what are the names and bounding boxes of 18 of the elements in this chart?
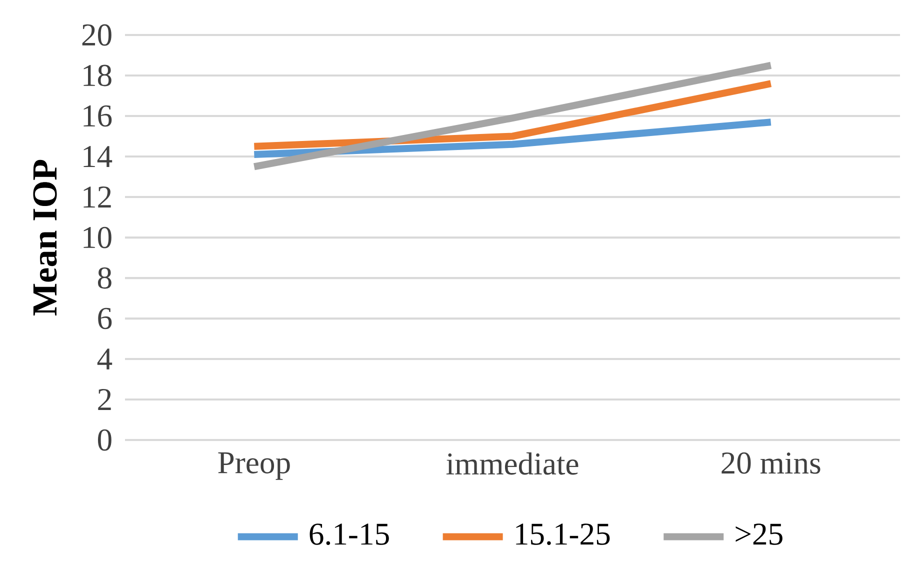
legend-label: 6.1-15 xyxy=(310,524,389,546)
legend-label: >25 xyxy=(736,524,782,545)
x-tick-label: 20 mins xyxy=(722,452,820,474)
y-axis-title: Mean IOP xyxy=(33,160,57,316)
x-tick-label: immediate xyxy=(446,452,578,475)
y-tick-label: 18 xyxy=(84,64,112,86)
y-tick-label: 2 xyxy=(98,389,111,410)
y-tick-label: 20 xyxy=(82,24,112,46)
x-tick-label: Preop xyxy=(218,452,290,480)
y-tick-label: 16 xyxy=(84,105,112,127)
y-tick-label: 8 xyxy=(98,267,112,289)
legend-label: 15.1-25 xyxy=(516,524,610,546)
y-tick-label: 6 xyxy=(98,308,112,330)
y-tick-label: 10 xyxy=(84,226,112,248)
y-tick-label: 0 xyxy=(98,429,112,451)
y-tick-label: 4 xyxy=(97,348,112,370)
y-tick-label: 12 xyxy=(84,186,111,208)
y-tick-label: 14 xyxy=(84,146,112,167)
